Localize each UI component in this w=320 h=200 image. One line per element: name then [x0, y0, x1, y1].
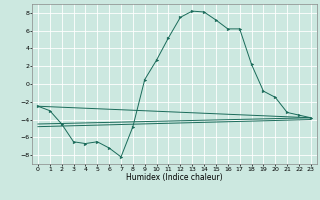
X-axis label: Humidex (Indice chaleur): Humidex (Indice chaleur): [126, 173, 223, 182]
